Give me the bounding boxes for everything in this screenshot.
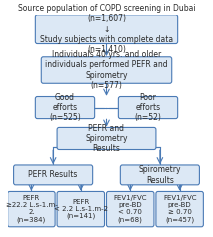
- FancyBboxPatch shape: [35, 15, 178, 44]
- FancyBboxPatch shape: [118, 96, 178, 118]
- Text: Poor
efforts
(n=52): Poor efforts (n=52): [135, 93, 161, 123]
- Text: PEFR
< 2.2 L.s-1.m-2
(n=141): PEFR < 2.2 L.s-1.m-2 (n=141): [54, 199, 108, 219]
- FancyBboxPatch shape: [35, 96, 95, 118]
- Text: Good
efforts
(n=525): Good efforts (n=525): [49, 93, 81, 123]
- FancyBboxPatch shape: [57, 128, 156, 150]
- FancyBboxPatch shape: [57, 191, 105, 227]
- FancyBboxPatch shape: [41, 57, 172, 83]
- Text: PEFR Results: PEFR Results: [29, 170, 78, 179]
- Text: Source population of COPD screening in Dubai
(n=1,607)
↓
Study subjects with com: Source population of COPD screening in D…: [18, 4, 195, 55]
- Text: Individuals 40 yrs. and older
individuals performed PEFR and
Spirometry
(n=577): Individuals 40 yrs. and older individual…: [45, 50, 168, 90]
- FancyBboxPatch shape: [8, 191, 55, 227]
- FancyBboxPatch shape: [106, 191, 154, 227]
- FancyBboxPatch shape: [120, 165, 199, 185]
- Text: PEFR and
Spirometry
Results: PEFR and Spirometry Results: [85, 123, 128, 153]
- Text: PEFR
≥22.2 L.s-1.m-
2.
(n=384): PEFR ≥22.2 L.s-1.m- 2. (n=384): [6, 195, 57, 223]
- Text: FEV1/FVC
pre-BD
< 0.70
(n=68): FEV1/FVC pre-BD < 0.70 (n=68): [114, 195, 147, 223]
- Text: FEV1/FVC
pre-BD
≥ 0.70
(n=457): FEV1/FVC pre-BD ≥ 0.70 (n=457): [163, 195, 196, 223]
- Text: Spirometry
Results: Spirometry Results: [139, 165, 181, 185]
- FancyBboxPatch shape: [156, 191, 203, 227]
- FancyBboxPatch shape: [14, 165, 93, 185]
